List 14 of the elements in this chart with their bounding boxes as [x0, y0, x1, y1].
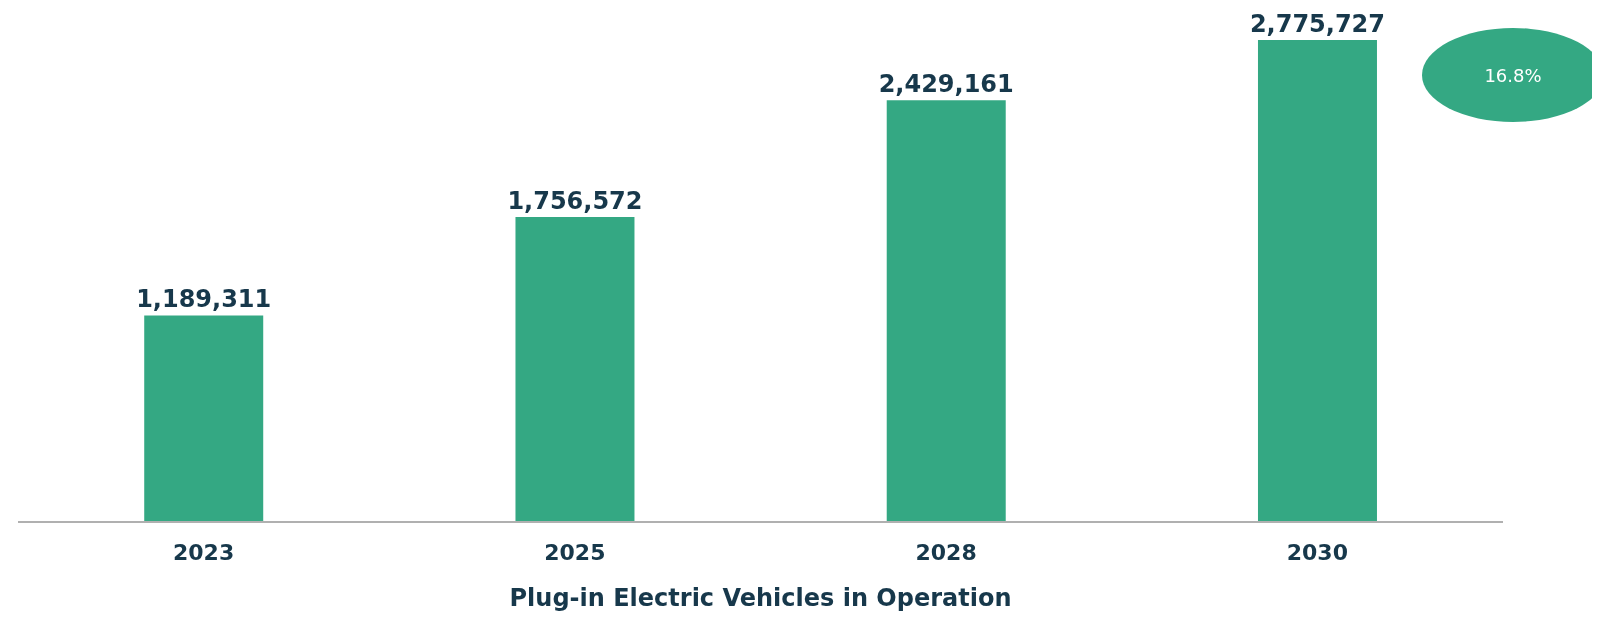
data-label: 2,429,161 [878, 70, 1014, 99]
bar [144, 315, 264, 522]
x-tick-label: 2023 [173, 539, 235, 565]
x-axis-title: Plug-in Electric Vehicles in Operation [509, 584, 1012, 612]
x-tick-label: 2025 [544, 539, 606, 565]
data-label: 1,189,311 [136, 285, 272, 314]
data-label: 1,756,572 [507, 186, 643, 215]
oval-badge: 16.8% [1422, 28, 1592, 122]
bar [1257, 40, 1377, 522]
x-tick-label: 2028 [915, 539, 977, 565]
bar [886, 100, 1006, 522]
x-tick-label: 2030 [1286, 539, 1348, 565]
data-label: 2,775,727 [1249, 10, 1386, 38]
bar [515, 216, 635, 522]
